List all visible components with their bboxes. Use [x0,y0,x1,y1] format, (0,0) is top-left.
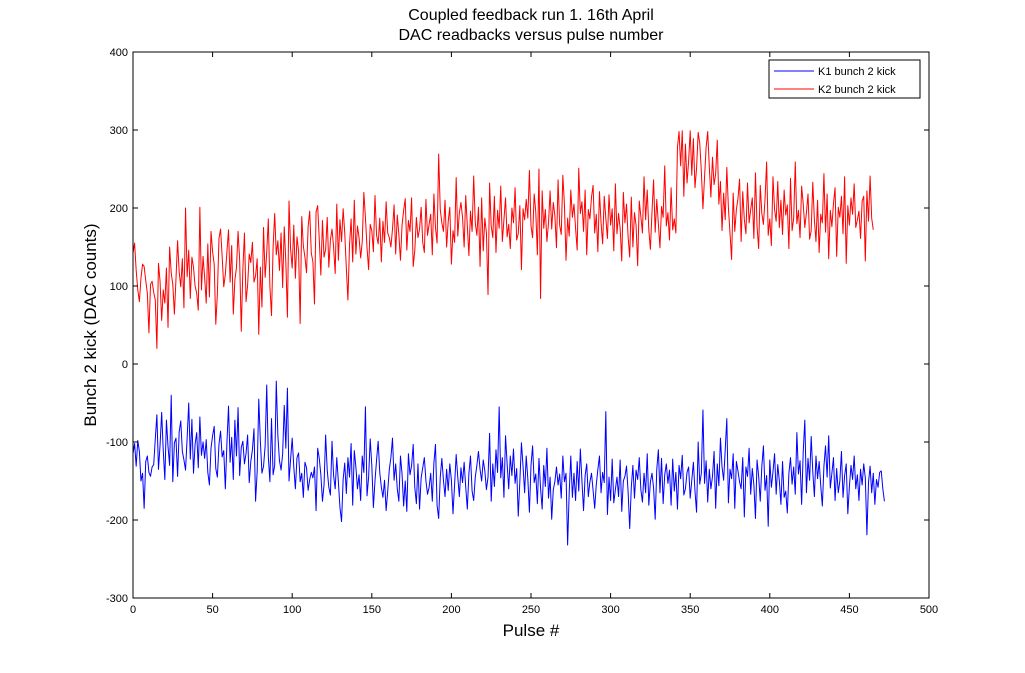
y-tick-label: 400 [110,47,128,59]
axis-ticks: 0 50 100 150 200 250 300 350 400 450 500 -300 -200 -1… [106,47,938,616]
legend-label-k2: K2 bunch 2 kick [818,84,896,96]
y-tick-label: -200 [106,515,128,527]
x-tick-label: 50 [206,604,218,616]
chart-title: Coupled feedback run 1. 16th April [408,7,654,24]
legend: K1 bunch 2 kick K2 bunch 2 kick [768,59,921,99]
x-tick-label: 150 [363,604,381,616]
series-line-k2 [132,130,874,349]
x-tick-label: 300 [601,604,619,616]
x-tick-label: 200 [442,604,460,616]
plot-frame [132,51,930,599]
plot-area [133,52,929,598]
legend-box [768,59,921,99]
x-tick-label: 250 [522,604,540,616]
x-tick-label: 450 [840,604,858,616]
y-tick-label: 300 [110,125,128,137]
y-tick-label: 200 [110,203,128,215]
x-axis-label: Pulse # [503,621,560,640]
x-tick-label: 350 [681,604,699,616]
y-tick-label: -300 [106,593,128,605]
chart-subtitle: DAC readbacks versus pulse number [398,27,664,44]
y-tick-label: -100 [106,437,128,449]
y-axis-label: Bunch 2 kick (DAC counts) [81,223,100,426]
y-tick-label: 0 [122,359,128,371]
series-line-k1 [132,380,885,546]
series-layer [132,130,885,546]
legend-label-k1: K1 bunch 2 kick [818,66,896,78]
x-tick-label: 0 [130,604,136,616]
x-tick-label: 400 [761,604,779,616]
x-tick-label: 100 [283,604,301,616]
y-tick-label: 100 [110,281,128,293]
x-tick-label: 500 [920,604,938,616]
